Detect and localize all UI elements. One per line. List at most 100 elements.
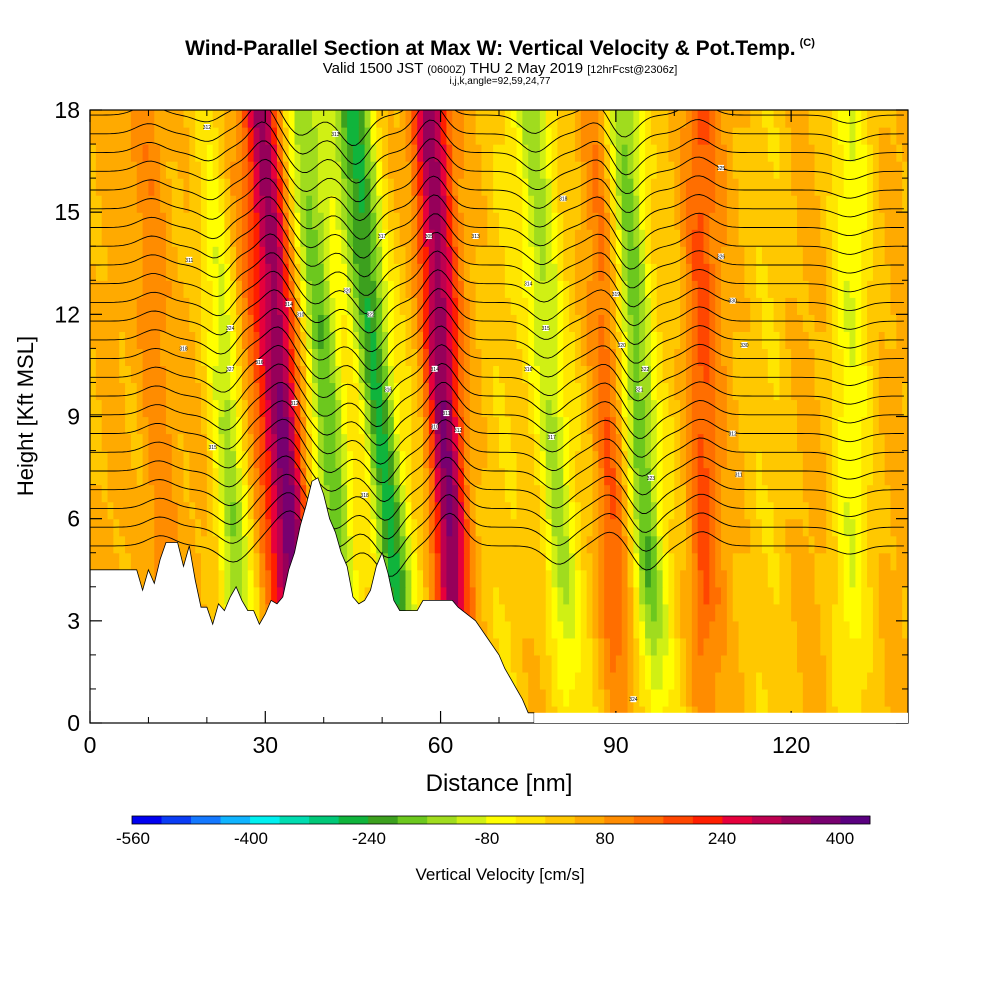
velocity-cell [393, 586, 401, 605]
velocity-cell [685, 467, 693, 486]
velocity-cell [107, 348, 114, 367]
velocity-cell [557, 654, 564, 673]
velocity-cell [791, 416, 798, 435]
velocity-cell [271, 399, 278, 418]
velocity-cell [902, 637, 908, 656]
velocity-cell [446, 518, 453, 537]
velocity-cell [241, 314, 249, 332]
velocity-cell [487, 535, 494, 554]
velocity-cell [136, 246, 144, 264]
velocity-cell [680, 535, 687, 554]
velocity-cell [236, 331, 243, 349]
velocity-cell [820, 416, 827, 435]
velocity-cell [411, 416, 418, 435]
velocity-cell [487, 603, 494, 622]
velocity-cell [563, 484, 570, 503]
velocity-cell [236, 433, 243, 452]
velocity-cell [347, 229, 354, 247]
velocity-cell [341, 484, 348, 503]
velocity-cell [399, 246, 407, 264]
velocity-cell [843, 382, 851, 401]
velocity-cell [294, 484, 301, 503]
velocity-cell [423, 467, 430, 486]
velocity-cell [510, 382, 518, 401]
velocity-cell [837, 280, 845, 298]
velocity-cell [557, 518, 564, 537]
velocity-cell [738, 654, 745, 673]
velocity-cell [347, 110, 354, 128]
velocity-cell [732, 637, 740, 656]
velocity-cell [341, 127, 348, 145]
velocity-cell [522, 365, 529, 384]
velocity-cell [639, 671, 646, 690]
velocity-cell [417, 212, 424, 230]
velocity-cell [481, 195, 488, 213]
velocity-cell [405, 297, 412, 315]
velocity-cell [458, 212, 465, 230]
velocity-cell [826, 280, 833, 298]
velocity-cell [709, 314, 716, 332]
velocity-cell [352, 569, 360, 588]
velocity-cell [726, 450, 734, 469]
velocity-cell [761, 297, 769, 315]
velocity-cell [685, 671, 693, 690]
velocity-cell [387, 212, 395, 230]
velocity-cell [446, 229, 453, 247]
velocity-cell [627, 178, 634, 196]
velocity-cell [796, 246, 804, 264]
velocity-cell [142, 348, 150, 367]
velocity-cell [534, 552, 541, 571]
velocity-cell [761, 348, 769, 367]
velocity-cell [843, 484, 851, 503]
velocity-cell [785, 212, 792, 230]
velocity-cell [405, 314, 412, 332]
velocity-cell [662, 127, 670, 145]
velocity-cell [510, 297, 518, 315]
velocity-cell [376, 144, 383, 162]
velocity-cell [551, 178, 559, 196]
velocity-cell [843, 127, 851, 145]
velocity-cell [458, 467, 465, 486]
velocity-cell [417, 569, 424, 588]
velocity-cell [545, 688, 553, 707]
velocity-cell [890, 263, 897, 281]
velocity-cell [884, 586, 892, 605]
velocity-cell [685, 569, 693, 588]
velocity-cell [633, 603, 640, 622]
velocity-cell [358, 365, 366, 384]
velocity-cell [405, 586, 412, 605]
velocity-cell [452, 467, 459, 486]
velocity-cell [773, 297, 781, 315]
velocity-cell [428, 246, 436, 264]
velocity-cell [592, 467, 599, 486]
velocity-cell [761, 586, 769, 605]
velocity-cell [610, 178, 617, 196]
velocity-cell [475, 450, 483, 469]
velocity-cell [837, 416, 845, 435]
velocity-cell [820, 569, 827, 588]
velocity-cell [253, 535, 261, 554]
velocity-cell [738, 263, 745, 281]
velocity-cell [826, 586, 833, 605]
velocity-cell [352, 314, 360, 332]
velocity-cell [393, 331, 401, 349]
velocity-cell [592, 620, 599, 639]
velocity-cell [306, 144, 313, 162]
velocity-cell [493, 246, 500, 264]
velocity-cell [674, 399, 681, 418]
velocity-cell [463, 484, 471, 503]
velocity-cell [639, 348, 646, 367]
velocity-cell [872, 331, 880, 349]
velocity-cell [358, 263, 366, 281]
velocity-cell [399, 263, 407, 281]
velocity-cell [843, 178, 851, 196]
velocity-cell [481, 280, 488, 298]
velocity-cell [481, 399, 488, 418]
velocity-cell [499, 263, 506, 281]
velocity-cell [282, 263, 290, 281]
velocity-cell [791, 501, 798, 520]
velocity-cell [522, 178, 529, 196]
velocity-cell [674, 552, 681, 571]
velocity-cell [867, 552, 874, 571]
velocity-cell [767, 467, 775, 486]
